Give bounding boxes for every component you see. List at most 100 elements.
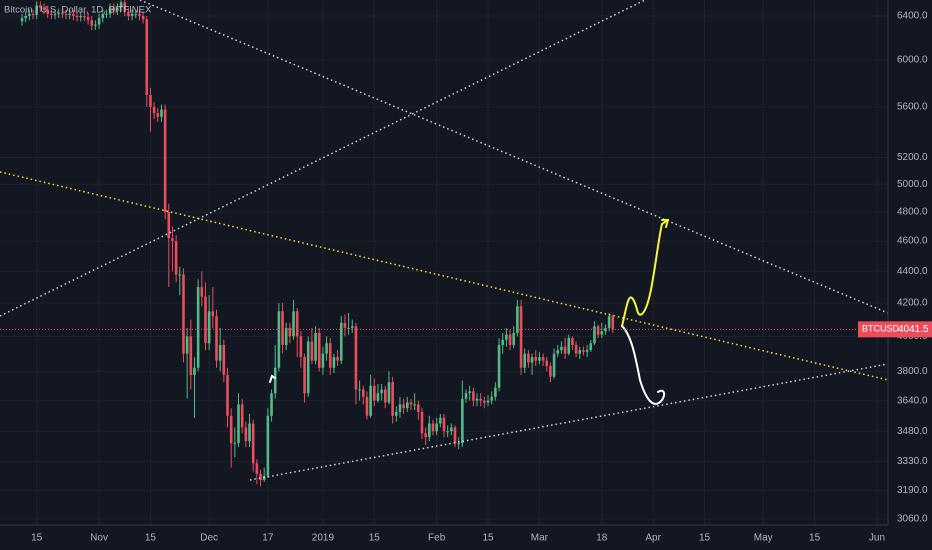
- candle-body: [281, 311, 284, 345]
- grid: [0, 0, 888, 525]
- candle-body: [64, 13, 68, 15]
- symbol-label: BTCUSD: [862, 324, 900, 334]
- candle-body: [413, 404, 416, 406]
- trend-line: [249, 363, 889, 481]
- candle-body: [420, 411, 424, 434]
- y-tick-label: 3800.0: [897, 366, 928, 377]
- candle-body: [35, 5, 38, 15]
- candle-body: [560, 346, 563, 351]
- y-tick-label: 3480.0: [897, 426, 928, 437]
- candle-body: [156, 113, 160, 117]
- candle-body: [211, 311, 215, 317]
- candle-body: [552, 353, 556, 377]
- candle-body: [273, 367, 277, 394]
- y-tick-label: 4200.0: [897, 298, 928, 309]
- candle-body: [556, 350, 560, 354]
- candle-body: [406, 402, 409, 409]
- candle-body: [519, 306, 523, 368]
- candle-body: [530, 357, 534, 363]
- candle-body: [450, 427, 453, 432]
- candle-body: [259, 473, 262, 480]
- candle-body: [138, 13, 141, 16]
- candle-body: [475, 398, 479, 401]
- x-tick-label: May: [754, 533, 773, 544]
- candle-body: [358, 389, 361, 391]
- y-tick-label: 5000.0: [897, 179, 928, 190]
- candle-body: [83, 15, 86, 18]
- sketches: [269, 219, 670, 405]
- candle-body: [431, 423, 435, 432]
- x-tick-label: Nov: [90, 533, 108, 544]
- candle-body: [435, 423, 438, 432]
- candle-body: [295, 311, 299, 337]
- candle-body: [226, 374, 229, 416]
- candle-body: [222, 344, 226, 375]
- candle-body: [152, 107, 156, 114]
- candle-body: [123, 2, 127, 12]
- candle-body: [193, 367, 196, 375]
- candle-body: [398, 404, 402, 412]
- candle-body: [604, 327, 607, 332]
- candle-body: [578, 350, 582, 354]
- candle-body: [321, 353, 325, 368]
- candle-body: [39, 5, 42, 8]
- candle-body: [424, 433, 427, 438]
- candles: [20, 0, 615, 487]
- candle-body: [369, 385, 372, 416]
- y-tick-label: 4800.0: [897, 207, 928, 218]
- candle-body: [134, 13, 138, 15]
- y-tick-label: 3190.0: [897, 485, 928, 496]
- candle-body: [149, 94, 152, 108]
- x-tick-label: 15: [369, 533, 381, 544]
- x-tick-label: 15: [145, 533, 157, 544]
- price-label-box: [858, 321, 932, 338]
- candle-body: [505, 334, 508, 340]
- x-tick-label: 18: [596, 533, 608, 544]
- candle-body: [571, 338, 574, 345]
- candle-body: [409, 402, 413, 405]
- candle-body: [541, 357, 545, 361]
- candle-body: [589, 343, 593, 351]
- candle-body: [306, 341, 310, 394]
- candle-body: [28, 13, 31, 16]
- x-tick-label: Mar: [531, 533, 549, 544]
- candle-body: [145, 19, 149, 95]
- y-tick-label: 6000.0: [897, 55, 928, 66]
- x-tick-label: Feb: [428, 533, 446, 544]
- candle-body: [53, 13, 57, 15]
- candle-body: [68, 13, 72, 15]
- x-tick-label: 15: [809, 533, 821, 544]
- candle-body: [494, 387, 497, 397]
- axes: 3060.03190.03330.03480.03640.03800.04000…: [31, 11, 928, 544]
- candle-body: [545, 360, 549, 366]
- candle-body: [538, 357, 541, 361]
- chart-title: Bitcoin / U.S. Dollar, 1D, BITFINEX: [4, 5, 152, 16]
- candle-body: [574, 344, 578, 354]
- candle-body: [446, 431, 449, 433]
- y-tick-label: 3060.0: [897, 514, 928, 525]
- candle-body: [497, 344, 501, 388]
- candle-body: [277, 311, 281, 368]
- candle-body: [196, 287, 200, 368]
- candle-body: [178, 274, 182, 276]
- candle-body: [391, 382, 394, 416]
- candle-body: [439, 417, 442, 424]
- candle-body: [336, 357, 339, 361]
- candle-body: [171, 238, 174, 242]
- candle-body: [204, 296, 207, 344]
- candle-body: [343, 322, 347, 328]
- candle-body: [244, 427, 248, 442]
- candle-body: [255, 463, 259, 474]
- candle-body: [428, 423, 431, 438]
- candle-body: [237, 404, 240, 444]
- candle-body: [354, 326, 358, 390]
- x-tick-label: Apr: [645, 533, 661, 544]
- candle-body: [174, 241, 178, 275]
- candle-body: [112, 7, 116, 11]
- candle-body: [325, 343, 328, 354]
- candle-body: [299, 336, 303, 358]
- y-tick-label: 3640.0: [897, 395, 928, 406]
- candle-body: [288, 327, 292, 337]
